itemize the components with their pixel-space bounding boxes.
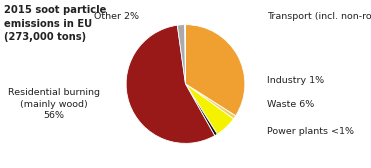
- Wedge shape: [177, 25, 186, 84]
- Wedge shape: [185, 25, 186, 84]
- Text: Industry 1%: Industry 1%: [267, 76, 324, 85]
- Wedge shape: [126, 25, 215, 143]
- Text: Power plants <1%: Power plants <1%: [267, 127, 354, 136]
- Text: Waste 6%: Waste 6%: [267, 100, 314, 109]
- Text: Transport (incl. non-road) 34%: Transport (incl. non-road) 34%: [267, 12, 371, 21]
- Wedge shape: [186, 84, 233, 134]
- Text: 2015 soot particle
emissions in EU
(273,000 tons): 2015 soot particle emissions in EU (273,…: [4, 5, 106, 42]
- Wedge shape: [186, 84, 236, 119]
- Text: Other 2%: Other 2%: [94, 12, 139, 21]
- Wedge shape: [186, 25, 245, 116]
- Wedge shape: [186, 84, 217, 136]
- Text: Residential burning
(mainly wood)
56%: Residential burning (mainly wood) 56%: [8, 88, 100, 120]
